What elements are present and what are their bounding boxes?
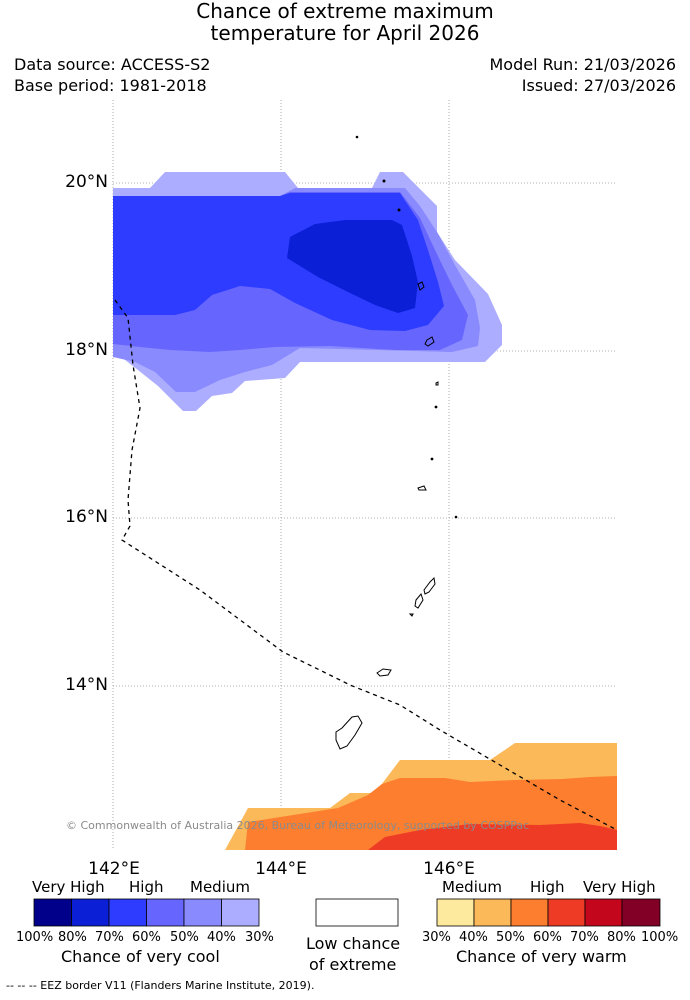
legend-cool-header-medium: Medium: [190, 878, 250, 896]
model-run: Model Run: 21/03/2026: [489, 55, 677, 74]
legend-warm-tick-70: 70%: [570, 930, 599, 945]
lon-label-146e: 146°E: [423, 859, 475, 879]
legend-warm-header-medium: Medium: [442, 878, 502, 896]
legend-warm-caption: Chance of very warm: [456, 947, 627, 966]
legend-warm-tick-50: 50%: [496, 930, 525, 945]
island-aguijan: [408, 613, 414, 617]
warm-anomaly-region: [225, 743, 617, 850]
island-anatahan: [417, 485, 427, 491]
island-agrihan: [417, 281, 425, 291]
legend-neutral-line-1: Low chance: [306, 934, 401, 953]
cool-70-80-contour: [287, 220, 418, 313]
legend-warm-tick-100: 100%: [641, 930, 679, 945]
island-saipan: [423, 576, 436, 595]
cool-anomaly-region: [113, 172, 502, 411]
legend-cool-tick-60: 60%: [132, 930, 161, 945]
legend-warm-tick-30: 30%: [422, 930, 451, 945]
legend-cool-tick-80: 80%: [58, 930, 87, 945]
island-guam: [335, 715, 363, 750]
legend-cool-caption: Chance of very cool: [61, 947, 220, 966]
base-period: Base period: 1981-2018: [14, 76, 207, 95]
island-maug: [382, 179, 386, 183]
legend-cool-tick-50: 50%: [170, 930, 199, 945]
legend-warm-header-high: High: [530, 878, 565, 896]
legend-cool-tick-70: 70%: [95, 930, 124, 945]
island-pagan: [424, 336, 435, 347]
lat-label-14n: 14°N: [65, 675, 108, 695]
legend-warm-tick-40: 40%: [459, 930, 488, 945]
island-alamagan: [435, 381, 439, 386]
copyright-notice: © Commonwealth of Australia 2026, Bureau…: [66, 819, 530, 832]
eez-footnote: -- -- -- EEZ border V11 (Flanders Marine…: [6, 979, 315, 992]
lat-label-20n: 20°N: [65, 172, 108, 192]
island-sarigan: [430, 457, 434, 461]
legend-cool-tick-40: 40%: [207, 930, 236, 945]
island-farallon-de-medinilla: [454, 515, 458, 519]
legend-cool-tick-30: 30%: [245, 930, 274, 945]
legend-cool-header-high: High: [129, 878, 164, 896]
lon-label-144e: 144°E: [255, 859, 307, 879]
island-farallon-de-pajaros: [355, 135, 359, 139]
lat-label-16n: 16°N: [65, 507, 108, 527]
island-guguan: [434, 405, 438, 409]
legend-cool-tick-100: 100%: [16, 930, 54, 945]
legend-warm-tick-60: 60%: [533, 930, 562, 945]
legend-cool-header-very-high: Very High: [32, 878, 105, 896]
legend-warm-header-very-high: Very High: [583, 878, 656, 896]
map-title-line-2: temperature for April 2026: [210, 21, 480, 45]
lat-label-18n: 18°N: [65, 340, 108, 360]
island-rota: [376, 668, 392, 677]
issued-date: Issued: 27/03/2026: [521, 76, 676, 95]
island-tinian: [414, 592, 424, 609]
data-source: Data source: ACCESS-S2: [14, 55, 211, 74]
legend-warm-tick-80: 80%: [607, 930, 636, 945]
island-asuncion: [397, 208, 401, 212]
legend-neutral-line-2: of extreme: [309, 955, 397, 974]
lon-label-142e: 142°E: [88, 859, 140, 879]
map-title-line-1: Chance of extreme maximum: [196, 0, 494, 23]
islands: [335, 135, 458, 750]
warm-60-70-contour: [368, 823, 617, 850]
eez-border-line: [114, 299, 618, 831]
